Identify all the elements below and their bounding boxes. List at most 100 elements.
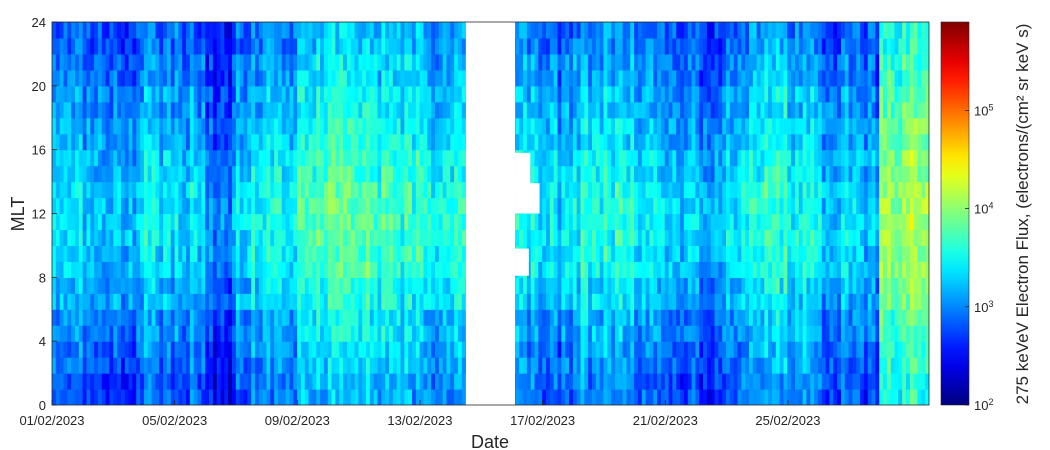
heatmap-cell: [258, 341, 264, 358]
heatmap-cell: [745, 373, 750, 390]
heatmap-cell: [569, 37, 574, 55]
heatmap-cell: [680, 165, 685, 183]
heatmap-cell: [389, 133, 394, 151]
heatmap-cell: [848, 373, 854, 390]
heatmap-cell: [285, 37, 291, 55]
heatmap-cell: [553, 101, 559, 119]
heatmap-cell: [557, 181, 562, 199]
heatmap-cell: [304, 165, 310, 183]
heatmap-cell: [124, 181, 130, 199]
heatmap-cell: [622, 357, 628, 374]
heatmap-cell: [247, 357, 252, 374]
heatmap-cell: [101, 309, 107, 326]
heatmap-cell: [438, 101, 444, 119]
heatmap-cell: [791, 101, 796, 119]
heatmap-cell: [553, 277, 559, 294]
heatmap-cell: [664, 85, 670, 103]
heatmap-cell: [569, 325, 574, 342]
heatmap-cell: [718, 277, 723, 294]
heatmap-cell: [339, 117, 344, 135]
heatmap-cell: [396, 293, 402, 310]
heatmap-cell: [178, 181, 183, 199]
heatmap-cell: [362, 341, 367, 358]
heatmap-cell: [691, 229, 696, 247]
heatmap-cell: [74, 261, 80, 278]
heatmap-cell: [170, 341, 176, 358]
heatmap-cell: [637, 69, 643, 87]
heatmap-cell: [209, 341, 214, 358]
heatmap-cell: [668, 309, 674, 326]
heatmap-cell: [703, 101, 708, 119]
heatmap-cell: [603, 245, 608, 262]
heatmap-cell: [262, 277, 268, 294]
heatmap-cell: [726, 37, 731, 55]
heatmap-cell: [170, 245, 176, 262]
heatmap-cell: [373, 389, 379, 405]
heatmap-cell: [630, 261, 635, 278]
heatmap-cell: [657, 117, 662, 135]
heatmap-cell: [63, 213, 68, 231]
heatmap-cell: [109, 373, 114, 390]
heatmap-cell: [722, 213, 727, 231]
heatmap-cell: [576, 389, 582, 405]
heatmap-cell: [733, 149, 739, 167]
heatmap-cell: [423, 389, 428, 405]
heatmap-cell: [806, 373, 811, 390]
heatmap-cell: [59, 165, 65, 183]
heatmap-cell: [143, 101, 149, 119]
heatmap-cell: [120, 117, 126, 135]
heatmap-cell: [270, 149, 275, 167]
heatmap-cell: [312, 101, 317, 119]
heatmap-cell: [335, 149, 340, 167]
heatmap-cell: [810, 149, 815, 167]
heatmap-cell: [86, 149, 91, 167]
heatmap-cell: [660, 293, 666, 310]
heatmap-cell: [128, 229, 134, 247]
heatmap-cell: [534, 389, 539, 405]
heatmap-cell: [94, 53, 99, 71]
heatmap-cell: [837, 293, 842, 310]
heatmap-cell: [117, 325, 122, 342]
heatmap-cell: [232, 229, 237, 247]
heatmap-cell: [614, 261, 620, 278]
heatmap-cell: [703, 373, 708, 390]
heatmap-cell: [147, 101, 153, 119]
heatmap-cell: [760, 261, 765, 278]
heatmap-cell: [224, 357, 229, 374]
heatmap-cell: [320, 293, 325, 310]
heatmap-cell: [266, 309, 271, 326]
heatmap-cell: [695, 85, 700, 103]
heatmap-cell: [653, 325, 658, 342]
heatmap-cell: [163, 261, 168, 278]
heatmap-cell: [821, 309, 827, 326]
heatmap-cell: [385, 261, 390, 278]
heatmap-cell: [389, 101, 394, 119]
heatmap-cell: [457, 261, 463, 278]
heatmap-cell: [454, 101, 459, 119]
heatmap-cell: [787, 229, 792, 247]
heatmap-cell: [354, 117, 359, 135]
heatmap-cell: [626, 37, 631, 55]
heatmap-cell: [385, 165, 390, 183]
heatmap-cell: [128, 277, 134, 294]
heatmap-cell: [741, 101, 746, 119]
heatmap-cell: [377, 309, 382, 326]
heatmap-cell: [300, 357, 306, 374]
heatmap-cell: [251, 229, 256, 247]
heatmap-cell: [293, 389, 298, 405]
heatmap-cell: [821, 277, 827, 294]
heatmap-cell: [220, 69, 225, 87]
heatmap-cell: [159, 293, 164, 310]
heatmap-cell: [362, 213, 367, 231]
heatmap-cell: [63, 229, 68, 247]
heatmap-cell: [193, 69, 199, 87]
heatmap-cell: [833, 229, 838, 247]
heatmap-cell: [186, 213, 191, 231]
heatmap-cell: [844, 133, 850, 151]
heatmap-cell: [78, 325, 84, 342]
heatmap-cell: [350, 165, 356, 183]
heatmap-cell: [182, 181, 187, 199]
heatmap-cell: [775, 133, 781, 151]
heatmap-cell: [645, 117, 651, 135]
